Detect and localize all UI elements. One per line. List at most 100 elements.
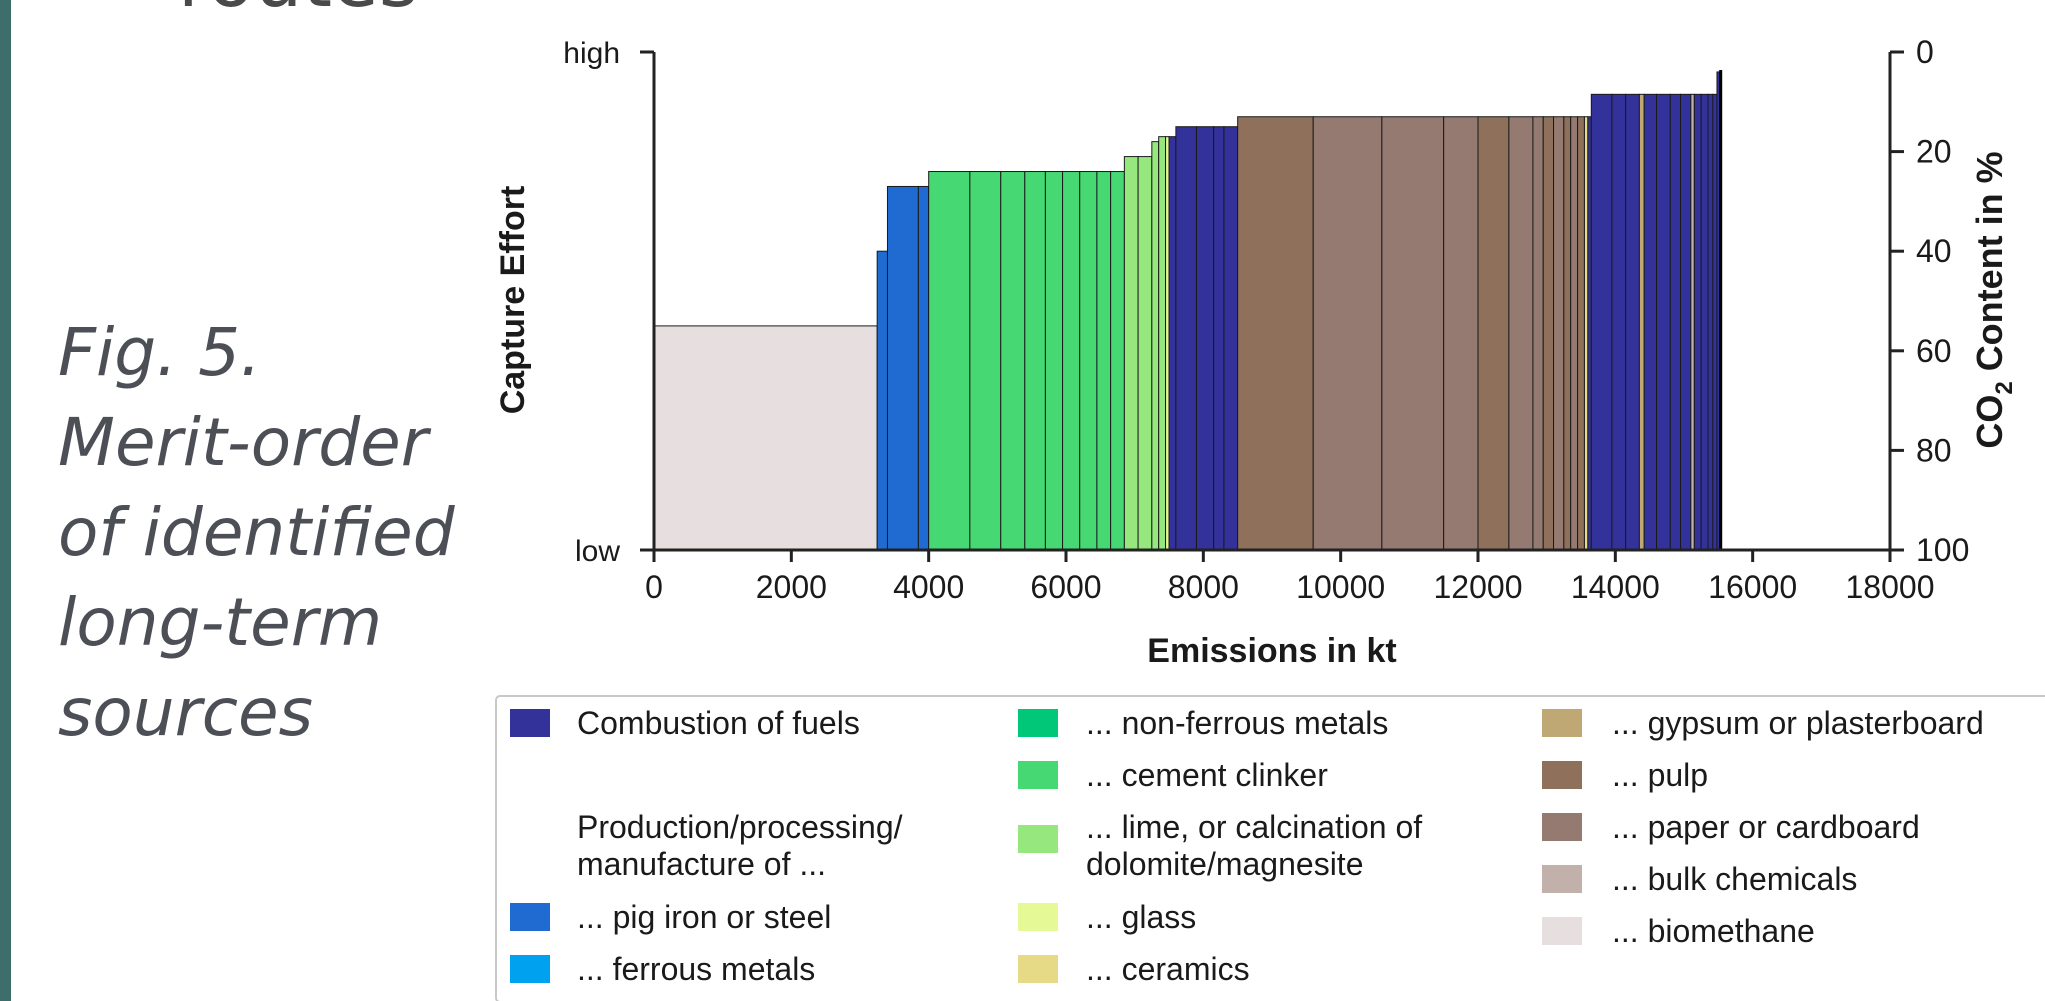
bar-combustion	[1195, 126, 1215, 551]
x-tick-label: 4000	[893, 569, 964, 605]
bar-cement	[1044, 171, 1064, 551]
legend-label: manufacture of ...	[577, 846, 826, 882]
caption-line: of identified	[58, 494, 455, 571]
legend-swatch-combustion	[510, 709, 550, 737]
bar-pulp	[1577, 116, 1585, 551]
bar-paper	[1570, 116, 1579, 551]
bar-paper	[1443, 116, 1479, 551]
x-axis-label: Emissions in kt	[1147, 632, 1396, 670]
caption-line: long-term	[58, 584, 383, 661]
legend-swatch-cement	[1018, 761, 1058, 789]
bar-combustion	[1587, 116, 1592, 551]
legend-swatch-pulp	[1542, 761, 1582, 789]
left-tick-label: high	[563, 37, 620, 70]
legend-swatch-paper	[1542, 813, 1582, 841]
bar-lime	[1123, 156, 1139, 551]
x-tick-label: 10000	[1296, 569, 1385, 605]
bar-steel	[886, 185, 919, 551]
legend-swatch-glass	[1018, 903, 1058, 931]
bar-steel	[917, 185, 930, 551]
bar-pulp	[1477, 116, 1510, 551]
right-axis-label: CO2 Content in %	[1969, 151, 2018, 448]
legend-label: dolomite/magnesite	[1086, 846, 1363, 882]
bar-steel	[876, 250, 888, 551]
x-tick-label: 12000	[1434, 569, 1523, 605]
right-tick-label: 60	[1916, 333, 1952, 369]
figure-caption: Fig. 5. Merit-order of identified long-t…	[58, 308, 458, 758]
right-tick-label: 40	[1916, 233, 1952, 269]
left-tick-label: low	[575, 535, 620, 568]
legend-label: ... gypsum or plasterboard	[1612, 705, 1984, 741]
legend-swatch-ceramics	[1018, 955, 1058, 983]
bar-combustion	[1680, 93, 1692, 551]
x-tick-label: 6000	[1030, 569, 1101, 605]
x-tick-label: 2000	[756, 569, 827, 605]
bar-paper	[1381, 116, 1445, 551]
legend-label: ... non-ferrous metals	[1086, 705, 1388, 741]
bar-glass	[1165, 136, 1170, 551]
bar-cement	[1079, 171, 1098, 551]
legend-label: Combustion of fuels	[577, 705, 860, 741]
legend-label: ... paper or cardboard	[1612, 809, 1920, 845]
legend-label: ... pulp	[1612, 757, 1708, 793]
bar-lime	[1151, 141, 1160, 551]
legend-label: ... glass	[1086, 899, 1196, 935]
legend-label: ... biomethane	[1612, 913, 1815, 949]
legend-label: ... lime, or calcination of	[1086, 809, 1422, 845]
bar-combustion	[1643, 93, 1658, 551]
caption-line: Fig. 5.	[58, 314, 262, 391]
bar-lime	[1158, 136, 1167, 551]
right-tick-label: 20	[1916, 134, 1952, 170]
bar-ceramics	[1583, 116, 1589, 551]
right-tick-label: 0	[1916, 34, 1934, 70]
x-tick-label: 14000	[1571, 569, 1660, 605]
legend-swatch-biomethane	[1542, 917, 1582, 945]
x-tick-label: 8000	[1168, 569, 1239, 605]
bar-combustion	[1168, 136, 1177, 551]
slide-heading-fragment: routes	[178, 0, 418, 18]
bar-combustion	[1590, 93, 1613, 551]
legend-swatch-lime	[1018, 825, 1058, 853]
bar-pulp	[1237, 116, 1314, 551]
bar-combustion	[1707, 93, 1714, 551]
legend-swatch-steel	[510, 903, 550, 931]
bar-cement	[1062, 171, 1081, 551]
bar-lime	[1137, 156, 1153, 551]
x-tick-label: 18000	[1846, 569, 1935, 605]
bar-paper	[1508, 116, 1534, 551]
legend-swatch-nonferrous	[1018, 709, 1058, 737]
bar-biomethane	[653, 325, 878, 551]
left-axis-label: Capture Effort	[494, 186, 532, 415]
bar-cement	[1000, 171, 1026, 551]
bar-cement	[969, 171, 1002, 551]
bar-combustion	[1656, 93, 1671, 551]
legend-box	[495, 695, 2045, 1001]
bar-combustion	[1693, 93, 1702, 551]
bar-combustion	[1213, 126, 1225, 551]
legend-label: ... ceramics	[1086, 951, 1250, 987]
bar-combustion	[1625, 93, 1640, 551]
bar-combustion	[1175, 126, 1197, 551]
legend-swatch-gypsum	[1542, 709, 1582, 737]
bar-pulp	[1563, 116, 1572, 551]
bar-pulp	[1542, 116, 1555, 551]
legend-label: ... pig iron or steel	[577, 899, 831, 935]
legend-swatch-bulk	[1542, 865, 1582, 893]
bar-paper	[1532, 116, 1544, 551]
caption-line: sources	[58, 674, 314, 751]
bar-bulk	[1690, 93, 1695, 551]
bar-combustion	[1611, 93, 1627, 551]
x-tick-label: 0	[645, 569, 663, 605]
bar-cement	[1024, 171, 1046, 551]
bar-combustion	[1669, 93, 1682, 551]
bar-combustion	[1700, 93, 1709, 551]
bar-combustion	[1712, 93, 1718, 551]
bar-gypsum	[1638, 93, 1645, 551]
legend-label: ... cement clinker	[1086, 757, 1328, 793]
bar-cement	[928, 171, 971, 551]
legend-label: ... ferrous metals	[577, 951, 815, 987]
bar-paper	[1312, 116, 1383, 551]
slide-left-accent-bar	[0, 0, 11, 1001]
legend-label: Production/processing/	[577, 809, 903, 845]
